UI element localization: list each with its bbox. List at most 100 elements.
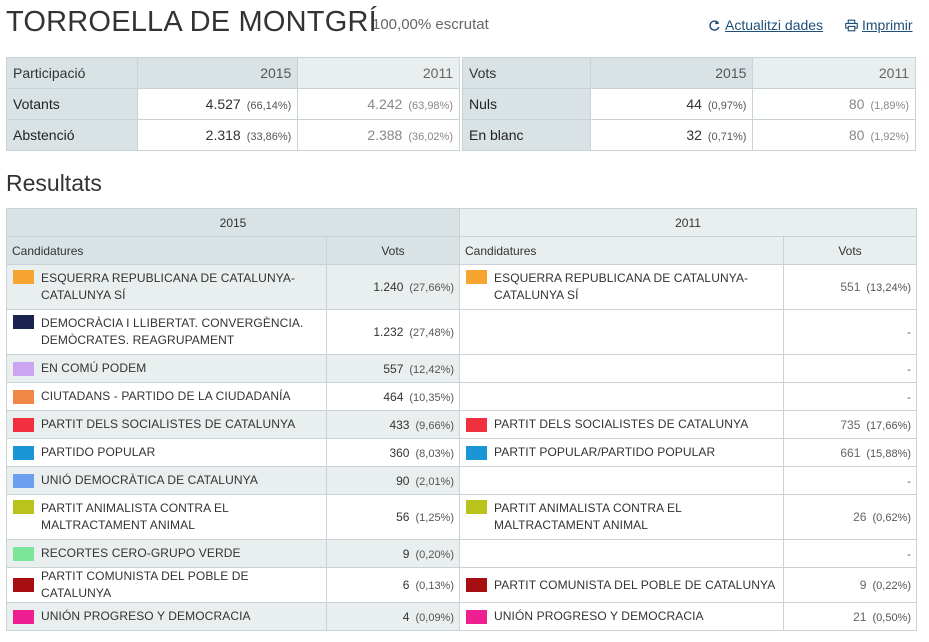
candidatures-header-2011: Candidatures [459,236,785,265]
participation-table: Participació 2015 2011 Votants 4.527 (66,… [6,57,460,151]
party-cell-2015: PARTIDO POPULAR [6,438,327,467]
vote-percentage: (13,24%) [866,282,912,294]
count: 44 [686,96,702,112]
vote-percentage: (0,13%) [415,580,455,592]
print-link[interactable]: Imprimir [845,17,913,33]
party-name: PARTIT DELS SOCIALISTES DE CATALUNYA [41,417,296,431]
count: 80 [848,96,865,112]
party-cell-2015: ESQUERRA REPUBLICANA DE CATALUNYA-CATALU… [6,264,327,310]
vote-count: 360 [389,445,410,460]
vote-count: - [907,325,912,339]
votes-header-2011: Vots [783,236,918,265]
votes-header-2015: 2015 [589,57,754,89]
party-cell-2011 [459,466,785,495]
page-header: TORROELLA DE MONTGRÍ 100,00% escrutat Ac… [6,0,918,52]
vote-count: 6 [402,578,410,592]
results-year-row: 2015 2011 [5,208,918,237]
vote-percentage: (10,35%) [409,391,455,404]
results-row: PARTIT ANIMALISTA CONTRA EL MALTRACTAMEN… [6,494,918,540]
votes-cell-2011: 551 (13,24%) [783,264,918,310]
vote-count: - [907,389,912,404]
votes-cell-2011: 661 (15,88%) [783,438,918,467]
percentage: (1,92%) [870,131,909,143]
results-column-header-row: Candidatures Vots Candidatures Vots [6,236,918,265]
party-color-swatch [13,578,34,592]
votes-cell-2015: 433 (9,66%) [325,410,461,439]
results-row: PARTIT COMUNISTA DEL POBLE DE CATALUNYA 6… [6,567,918,603]
printer-icon [845,19,858,32]
candidatures-header-2015: Candidatures [6,236,327,265]
party-entry: DEMOCRÀCIA I LLIBERTAT. CONVERGÈNCIA. DE… [12,315,321,349]
count: 80 [848,127,865,143]
vote-percentage: (12,42%) [409,363,455,376]
party-color-swatch [13,546,34,561]
results-row: CIUTADANS - PARTIDO DE LA CIUDADANÍA 464 (… [6,382,918,411]
party-entry: ESQUERRA REPUBLICANA DE CATALUNYA-CATALU… [12,270,321,304]
refresh-data-label: Actualitzi dades [725,17,824,33]
vote-count: 9 [402,546,410,561]
party-color-swatch [466,609,488,624]
percentage: (0,71%) [707,131,747,143]
participation-header-2011: 2011 [297,57,460,89]
results-row: ESQUERRA REPUBLICANA DE CATALUNYA-CATALU… [6,264,918,310]
party-name: UNIÓN PROGRESO Y DEMOCRACIA [41,609,251,623]
party-name: ESQUERRA REPUBLICANA DE CATALUNYA-CATALU… [494,271,749,302]
participation-header-2015: 2015 [136,57,299,89]
votes-cell-2015: 1.232 (27,48%) [325,309,461,355]
party-cell-2011: PARTIT COMUNISTA DEL POBLE DE CATALUNYA [459,567,785,603]
party-cell-2015: UNIÓ DEMOCRÀTICA DE CATALUNYA [6,466,327,495]
votes-cell-2011: 21 (0,50%) [783,602,918,631]
party-name: DEMOCRÀCIA I LLIBERTAT. CONVERGÈNCIA. DE… [41,316,304,347]
party-cell-2015: RECORTES CERO-GRUPO VERDE [6,539,327,568]
refresh-data-link[interactable]: Actualitzi dades [708,17,823,33]
party-name: UNIÓ DEMOCRÀTICA DE CATALUNYA [41,473,258,487]
party-color-swatch [466,270,488,284]
party-cell-2011 [459,309,785,355]
vote-count: 1.232 [373,325,404,339]
row-label: Nuls [462,88,591,120]
party-name: CIUTADANS - PARTIDO DE LA CIUDADANÍA [41,389,291,403]
party-color-swatch [466,417,488,432]
party-cell-2011: PARTIT POPULAR/PARTIDO POPULAR [459,438,785,467]
party-color-swatch [466,445,488,460]
row-label: Abstenció [6,119,138,151]
party-cell-2015: EN COMÚ PODEM [6,354,327,383]
vote-count: 464 [383,389,404,404]
votes-cell-2015: 464 (10,35%) [325,382,461,411]
vote-percentage: (0,22%) [872,580,912,592]
party-entry: UNIÓN PROGRESO Y DEMOCRACIA [465,608,778,625]
vote-percentage: (0,09%) [415,611,455,624]
percentage: (36,02%) [408,131,453,143]
party-entry: RECORTES CERO-GRUPO VERDE [12,545,321,562]
vote-count: - [907,546,912,561]
party-color-swatch [13,609,34,624]
vote-percentage: (9,66%) [415,419,455,432]
party-entry: PARTIDO POPULAR [12,444,321,461]
votes-cell-2011: - [783,309,918,355]
value-2011: 80 (1,92%) [752,119,916,151]
vote-count: 9 [859,578,867,592]
percentage: (66,14%) [246,100,292,112]
vote-count: 661 [840,445,861,460]
votes-cell-2015: 56 (1,25%) [325,494,461,540]
results-row: PARTIT DELS SOCIALISTES DE CATALUNYA 433 (… [6,410,918,439]
vote-count: - [907,361,912,376]
votes-cell-2015: 1.240 (27,66%) [325,264,461,310]
party-color-swatch [13,315,34,329]
count: 4.527 [205,96,241,112]
party-cell-2015: PARTIT DELS SOCIALISTES DE CATALUNYA [6,410,327,439]
party-name: PARTIT POPULAR/PARTIDO POPULAR [494,445,716,459]
votes-row-null: Nuls 44 (0,97%) 80 (1,89%) [462,88,916,120]
results-row: UNIÓ DEMOCRÀTICA DE CATALUNYA 90 (2,01%) - [6,466,918,495]
print-label: Imprimir [862,17,913,33]
party-cell-2015: CIUTADANS - PARTIDO DE LA CIUDADANÍA [6,382,327,411]
party-color-swatch [13,500,34,514]
row-label: Votants [6,88,138,120]
count: 2.388 [367,127,403,143]
votes-cell-2011: 735 (17,66%) [783,410,918,439]
party-name: PARTIT COMUNISTA DEL POBLE DE CATALUNYA [41,569,249,600]
participation-header-row: Participació 2015 2011 [6,57,460,89]
votes-cell-2015: 90 (2,01%) [325,466,461,495]
party-name: PARTIT COMUNISTA DEL POBLE DE CATALUNYA [494,577,776,592]
vote-percentage: (8,03%) [415,447,455,460]
